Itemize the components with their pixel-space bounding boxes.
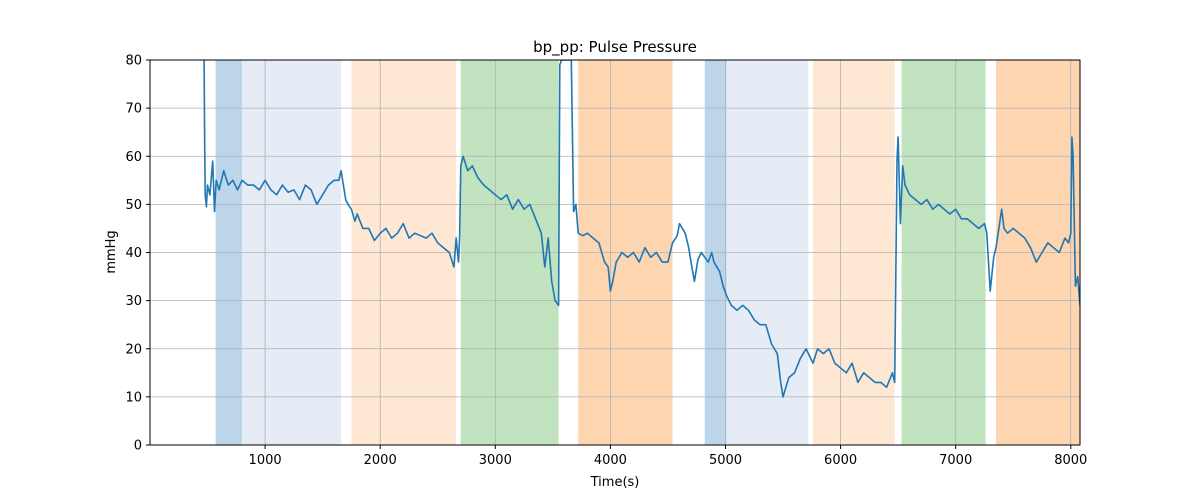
x-tick-label: 6000 [824,453,857,468]
x-tick-label: 5000 [709,453,742,468]
y-tick-label: 0 [134,439,142,454]
y-tick-label: 50 [125,198,142,213]
x-tick-label: 2000 [364,453,397,468]
x-axis-ticks: 1000 2000 3000 4000 5000 6000 7000 8000 [249,445,1087,468]
y-axis-label: mmHg [104,230,119,273]
y-tick-label: 40 [125,246,142,261]
y-tick-label: 80 [125,54,142,69]
y-tick-label: 20 [125,342,142,357]
series-layer [203,60,1080,398]
x-tick-label: 1000 [249,453,282,468]
y-tick-label: 10 [125,390,142,405]
x-tick-label: 4000 [594,453,627,468]
x-tick-label: 3000 [479,453,512,468]
series-line-1 [203,60,1080,398]
y-tick-label: 70 [125,102,142,117]
y-tick-label: 60 [125,150,142,165]
chart-title: bp_pp: Pulse Pressure [533,38,697,57]
y-tick-label: 30 [125,294,142,309]
x-tick-label: 8000 [1054,453,1087,468]
x-axis-label: Time(s) [590,475,640,490]
y-axis-ticks: 0 10 20 30 40 50 60 70 80 [125,54,150,454]
x-tick-label: 7000 [939,453,972,468]
